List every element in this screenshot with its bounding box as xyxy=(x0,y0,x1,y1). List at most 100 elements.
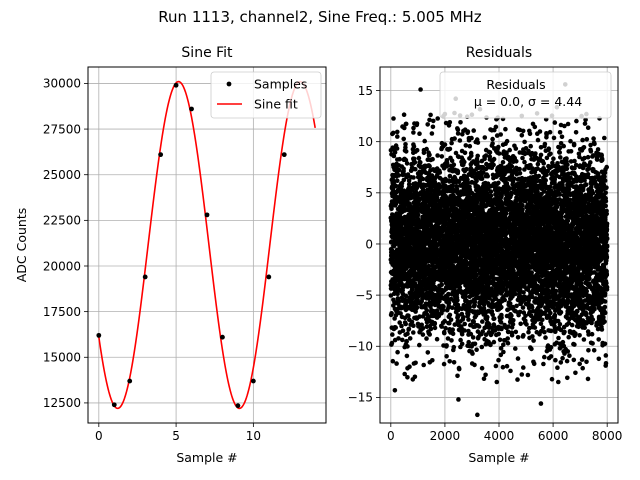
residual-point xyxy=(595,185,601,190)
sample-point xyxy=(96,332,102,338)
residual-point xyxy=(391,116,396,121)
residual-point xyxy=(435,116,441,121)
sine-fit-samples-layer xyxy=(96,82,287,409)
residual-point xyxy=(403,142,408,147)
residual-point xyxy=(497,337,503,343)
residual-point xyxy=(555,365,560,371)
residual-point xyxy=(430,358,435,363)
residual-point xyxy=(441,329,447,335)
residual-point xyxy=(395,129,400,135)
sample-point xyxy=(158,152,164,158)
sine-fit-ytick-label: 15000 xyxy=(43,351,81,365)
residual-point xyxy=(538,152,544,158)
sine-fit-ytick-label: 22500 xyxy=(43,214,81,228)
residual-point xyxy=(472,314,478,320)
legend-fit-label: Sine fit xyxy=(254,97,298,112)
residual-point xyxy=(495,271,501,276)
residual-point xyxy=(426,330,432,336)
sample-point xyxy=(189,106,194,112)
residual-point xyxy=(494,379,500,385)
residual-point xyxy=(428,112,433,118)
residual-point xyxy=(584,359,589,365)
residual-point xyxy=(479,344,485,350)
residual-point xyxy=(540,325,546,331)
residual-point xyxy=(435,153,440,158)
residual-point xyxy=(519,372,525,377)
residual-point xyxy=(569,322,575,328)
residual-point xyxy=(473,161,479,167)
residual-point xyxy=(505,340,511,346)
residual-point xyxy=(425,122,431,127)
residual-point xyxy=(521,310,527,315)
residual-point xyxy=(404,353,410,359)
residual-point xyxy=(470,335,476,340)
residual-point xyxy=(469,349,475,355)
residual-point xyxy=(455,169,461,174)
residual-point xyxy=(413,309,418,314)
residual-point xyxy=(498,352,504,358)
sine-fit-ylabel: ADC Counts xyxy=(14,208,29,283)
residual-point xyxy=(483,372,488,378)
residual-point xyxy=(505,336,511,341)
residual-point xyxy=(450,331,456,337)
residual-point xyxy=(577,154,582,160)
legend-samples-marker xyxy=(226,81,232,87)
residual-point xyxy=(593,175,598,180)
residual-point xyxy=(547,129,553,135)
residual-point xyxy=(480,319,485,324)
residual-point xyxy=(438,191,444,196)
residual-point xyxy=(560,339,566,345)
residual-point xyxy=(557,174,562,180)
residual-point xyxy=(588,142,593,148)
residual-point xyxy=(414,122,420,128)
residual-point xyxy=(555,197,560,203)
residual-point xyxy=(403,149,409,154)
residual-point xyxy=(441,361,447,367)
residual-point xyxy=(500,364,506,370)
residual-point xyxy=(390,332,395,337)
residual-point xyxy=(453,150,459,156)
sample-point xyxy=(250,378,256,384)
residual-point xyxy=(467,343,472,349)
residual-point xyxy=(498,320,504,325)
residual-point xyxy=(535,161,541,167)
residuals-title: Residuals xyxy=(466,45,532,61)
residual-point xyxy=(570,171,575,176)
sine-fit-ytick-label: 25000 xyxy=(43,168,81,182)
sine-fit-legend-box xyxy=(210,71,322,119)
residual-point xyxy=(445,336,451,341)
residual-point xyxy=(455,314,460,320)
residual-point xyxy=(447,359,453,364)
residual-point xyxy=(390,358,396,364)
residual-point xyxy=(562,351,567,356)
residual-point xyxy=(542,354,547,360)
residual-point xyxy=(487,154,493,159)
residual-point xyxy=(538,145,544,150)
residual-point xyxy=(466,339,472,345)
residual-point xyxy=(439,145,445,150)
residual-point xyxy=(403,145,408,150)
residual-point xyxy=(553,357,558,363)
residual-point xyxy=(447,312,453,318)
residual-point xyxy=(427,117,432,123)
residual-point xyxy=(559,134,565,140)
residual-point xyxy=(505,307,511,312)
residual-point xyxy=(471,128,477,133)
residual-point xyxy=(558,360,564,365)
residual-point xyxy=(466,317,471,322)
residual-point xyxy=(527,335,532,341)
residual-point xyxy=(566,316,572,322)
sine-fit-ytick-label: 12500 xyxy=(43,396,81,410)
residual-point xyxy=(584,137,590,142)
residual-point xyxy=(455,131,461,136)
residual-point xyxy=(431,118,436,124)
residual-point xyxy=(459,148,465,154)
residual-point xyxy=(498,132,504,137)
sine-fit-xtick-label: 5 xyxy=(172,429,180,443)
residual-point xyxy=(603,167,608,172)
residual-point xyxy=(494,133,500,138)
sine-fit-frame xyxy=(87,66,327,424)
figure-suptitle: Run 1113, channel2, Sine Freq.: 5.005 MH… xyxy=(158,8,482,26)
